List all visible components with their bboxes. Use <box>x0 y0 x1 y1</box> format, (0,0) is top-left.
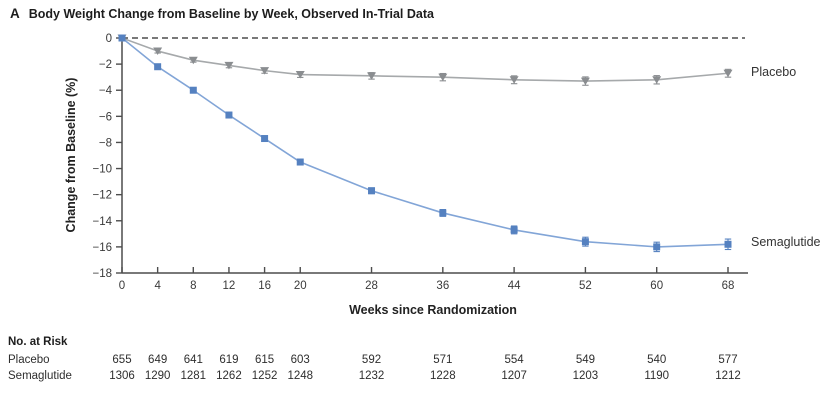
panel-letter: A <box>10 6 20 21</box>
x-tick-label: 12 <box>223 280 236 292</box>
x-tick-label: 0 <box>119 280 125 292</box>
placebo-marker <box>438 73 448 82</box>
placebo-marker <box>188 56 198 65</box>
y-tick-label: −18 <box>92 268 112 280</box>
x-tick-label: 20 <box>294 280 307 292</box>
placebo-marker <box>723 69 733 78</box>
risk-table-header: No. at Risk <box>8 336 68 348</box>
risk-count: 1228 <box>430 370 456 382</box>
risk-count: 554 <box>504 354 524 366</box>
semaglutide-marker <box>653 243 661 251</box>
x-tick-label: 16 <box>258 280 271 292</box>
risk-count: 1207 <box>501 370 527 382</box>
risk-count: 1306 <box>109 370 135 382</box>
placebo-marker <box>260 67 270 75</box>
risk-count: 1190 <box>644 370 670 382</box>
risk-count: 540 <box>647 354 667 366</box>
risk-count: 577 <box>718 354 738 366</box>
semaglutide-marker <box>225 111 233 119</box>
semaglutide-marker <box>368 187 376 195</box>
semaglutide-marker <box>724 240 732 248</box>
risk-count: 1262 <box>216 370 242 382</box>
x-tick-label: 8 <box>190 280 196 292</box>
y-tick-label: −12 <box>92 190 112 202</box>
placebo-marker <box>509 76 519 84</box>
risk-count: 603 <box>290 354 310 366</box>
y-tick-label: 0 <box>106 33 112 45</box>
placebo-marker <box>153 47 163 56</box>
placebo-marker <box>652 76 662 84</box>
risk-count: 641 <box>183 354 203 366</box>
semaglutide-marker <box>439 209 447 217</box>
x-tick-label: 60 <box>650 280 663 292</box>
semaglutide-marker <box>581 238 589 246</box>
risk-count: 549 <box>575 354 595 366</box>
risk-count: 1203 <box>572 370 599 382</box>
risk-row-label-placebo: Placebo <box>8 354 50 366</box>
y-tick-label: −16 <box>92 242 112 254</box>
risk-count: 592 <box>361 354 382 366</box>
risk-count: 1248 <box>287 370 314 382</box>
placebo-marker <box>580 77 590 86</box>
x-axis-title: Weeks since Randomization <box>349 303 517 317</box>
semaglutide-marker <box>189 86 197 94</box>
y-tick-label: −10 <box>92 164 112 176</box>
risk-count: 571 <box>433 354 453 366</box>
semaglutide-marker <box>296 158 304 166</box>
figure-title-row: A Body Weight Change from Baseline by We… <box>10 6 434 21</box>
risk-row-label-semaglutide: Semaglutide <box>8 370 72 382</box>
x-tick-label: 36 <box>436 280 449 292</box>
y-tick-label: −4 <box>99 85 113 97</box>
semaglutide-marker <box>510 226 518 234</box>
risk-count: 1281 <box>180 370 207 382</box>
y-axis-title: Change from Baseline (%) <box>64 77 78 233</box>
placebo-marker <box>295 71 305 79</box>
x-tick-label: 52 <box>579 280 592 292</box>
risk-count: 615 <box>254 354 275 366</box>
placebo-line <box>121 37 729 82</box>
x-tick-label: 4 <box>154 280 161 292</box>
figure-title: Body Weight Change from Baseline by Week… <box>28 7 434 21</box>
y-tick-label: −8 <box>99 137 112 149</box>
semaglutide-marker <box>261 135 269 143</box>
risk-count: 1252 <box>251 370 278 382</box>
risk-count: 649 <box>148 354 168 366</box>
risk-count: 619 <box>219 354 239 366</box>
risk-count: 655 <box>112 354 132 366</box>
y-tick-label: −2 <box>99 59 112 71</box>
y-tick-label: −6 <box>99 111 112 123</box>
risk-count: 1232 <box>358 370 385 382</box>
risk-count: 1290 <box>144 370 171 382</box>
semaglutide-marker <box>154 63 162 71</box>
semaglutide-line <box>121 37 729 248</box>
placebo-marker <box>224 61 234 70</box>
semaglutide-marker <box>118 34 126 42</box>
risk-count: 1212 <box>715 370 741 382</box>
legend-label-semaglutide: Semaglutide <box>751 235 821 249</box>
x-tick-label: 44 <box>508 280 521 292</box>
y-tick-label: −14 <box>92 216 112 228</box>
placebo-marker <box>367 72 377 80</box>
x-tick-label: 28 <box>365 280 378 292</box>
legend-label-placebo: Placebo <box>751 65 797 79</box>
x-tick-label: 68 <box>722 280 735 292</box>
